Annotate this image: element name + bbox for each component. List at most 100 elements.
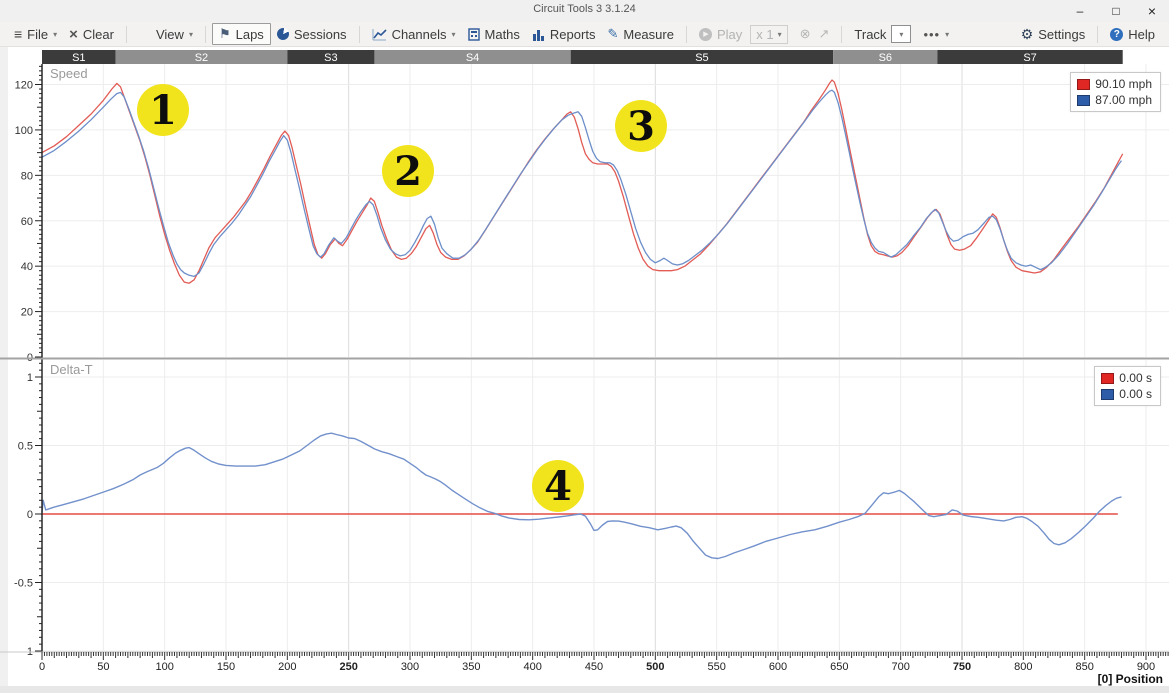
- series-line: [41, 89, 1123, 278]
- x-tick-label: 250: [339, 661, 357, 673]
- x-tick-label: 300: [401, 661, 419, 673]
- legend-label: 90.10 mph: [1095, 77, 1152, 91]
- x-tick-label: 600: [769, 661, 787, 673]
- legend-item: 0.00 s: [1101, 370, 1152, 386]
- chevron-down-icon: ▾: [188, 29, 193, 39]
- toolbar-separator: [125, 25, 127, 43]
- maths-button[interactable]: Maths: [462, 25, 526, 44]
- x-tick-label: 800: [1014, 661, 1032, 673]
- sector-label: S6: [879, 52, 892, 64]
- bar-chart-icon: [532, 28, 545, 41]
- grid-icon: [139, 28, 151, 40]
- sector-segment-S6[interactable]: [833, 50, 938, 64]
- delta-y-tick-label: 1: [27, 372, 33, 384]
- legend-label: 0.00 s: [1119, 371, 1152, 385]
- chevron-down-icon: ▾: [899, 29, 904, 39]
- legend-label: 87.00 mph: [1095, 93, 1152, 107]
- x-tick-label: 0: [39, 661, 45, 673]
- x-tick-label: 150: [217, 661, 235, 673]
- reports-button[interactable]: Reports: [526, 25, 602, 44]
- x-tick-label: 200: [278, 661, 296, 673]
- window-controls: – □ ×: [1073, 0, 1165, 22]
- charts-area: S1S2S3S4S5S6S7020406080100120-1-0.500.51…: [0, 47, 1169, 693]
- annotation-marker-2: 2: [382, 145, 434, 197]
- x-tick-label: 400: [523, 661, 541, 673]
- delta-legend: 0.00 s 0.00 s: [1094, 366, 1161, 406]
- play-icon: ▶: [698, 27, 712, 41]
- help-icon: ?: [1110, 27, 1124, 41]
- charts-canvas[interactable]: S1S2S3S4S5S6S7020406080100120-1-0.500.51…: [0, 47, 1169, 693]
- measure-label: Measure: [623, 26, 674, 42]
- sector-label: S7: [1023, 52, 1036, 64]
- legend-item: 87.00 mph: [1077, 92, 1152, 108]
- track-select[interactable]: Track ▾: [848, 23, 917, 45]
- file-menu[interactable]: ≡ File ▾: [8, 24, 63, 44]
- stop-circle-icon[interactable]: ⊗: [799, 26, 811, 41]
- sector-segment-S1[interactable]: [42, 50, 116, 64]
- sector-segment-S7[interactable]: [937, 50, 1123, 64]
- x-tick-label: 650: [830, 661, 848, 673]
- chevron-down-icon: ▾: [777, 29, 782, 39]
- annotation-marker-1: 1: [137, 84, 189, 136]
- laps-button[interactable]: ⚑ Laps: [211, 23, 271, 45]
- x-tick-label: 550: [707, 661, 725, 673]
- view-label: View: [155, 26, 184, 42]
- sector-label: S1: [72, 52, 85, 64]
- window-bottom-strip: [0, 686, 1169, 693]
- sector-segment-S5[interactable]: [570, 50, 834, 64]
- sessions-button[interactable]: Sessions: [271, 25, 353, 44]
- calculator-icon: [467, 27, 480, 41]
- pie-icon: [275, 26, 290, 42]
- file-label: File: [27, 26, 49, 42]
- x-tick-label: 850: [1075, 661, 1093, 673]
- delta-chart-title: Delta-T: [50, 362, 93, 377]
- pencil-icon: ✎: [607, 26, 619, 41]
- legend-swatch: [1077, 78, 1091, 90]
- chart-divider[interactable]: [0, 357, 1169, 360]
- x-tick-label: 900: [1137, 661, 1155, 673]
- sector-segment-S3[interactable]: [287, 50, 375, 64]
- x-tick-label: 50: [97, 661, 109, 673]
- channels-menu[interactable]: Channels ▾: [366, 25, 462, 44]
- track-dropdown[interactable]: ▾: [891, 25, 912, 43]
- x-tick-label: 450: [585, 661, 603, 673]
- clear-button[interactable]: × Clear: [63, 24, 120, 45]
- maths-label: Maths: [484, 26, 520, 42]
- window-title: Circuit Tools 3 3.1.24: [533, 3, 636, 15]
- playback-speed-select[interactable]: x 1 ▾: [748, 23, 793, 46]
- chevron-down-icon: ▾: [945, 29, 950, 39]
- settings-button[interactable]: ⚙ Settings: [1015, 24, 1092, 45]
- x-tick-label: 100: [155, 661, 173, 673]
- reports-label: Reports: [549, 26, 596, 42]
- line-chart-icon: [372, 28, 387, 41]
- toolbar-separator: [358, 25, 360, 43]
- play-label: Play: [716, 26, 743, 42]
- more-menu[interactable]: ••• ▾: [917, 25, 955, 44]
- toolbar-separator: [204, 25, 206, 43]
- toolbar-separator: [685, 25, 687, 43]
- legend-swatch: [1077, 94, 1091, 106]
- sector-segment-S4[interactable]: [374, 50, 571, 64]
- x-axis-title: [0] Position: [1097, 672, 1163, 686]
- sector-label: S2: [195, 52, 208, 64]
- gear-icon: ⚙: [1020, 25, 1034, 42]
- minimize-button[interactable]: –: [1076, 4, 1084, 18]
- close-button[interactable]: ×: [1147, 3, 1157, 19]
- speed-y-tick-label: 120: [15, 80, 33, 92]
- expand-icon[interactable]: ↗: [818, 26, 830, 41]
- help-button[interactable]: ? Help: [1104, 25, 1161, 44]
- speed-y-tick-label: 40: [21, 261, 33, 273]
- x-tick-label: 750: [953, 661, 971, 673]
- track-label: Track: [854, 26, 887, 42]
- view-menu[interactable]: View ▾: [133, 25, 199, 44]
- speed-y-tick-label: 60: [21, 216, 33, 228]
- maximize-button[interactable]: □: [1112, 4, 1120, 18]
- x-tick-label: 350: [462, 661, 480, 673]
- sector-label: S5: [695, 52, 708, 64]
- x-tick-label: 700: [891, 661, 909, 673]
- play-button[interactable]: ▶ Play: [693, 25, 748, 44]
- measure-button[interactable]: ✎ Measure: [601, 24, 679, 44]
- legend-item: 0.00 s: [1101, 386, 1152, 402]
- sector-segment-S2[interactable]: [115, 50, 288, 64]
